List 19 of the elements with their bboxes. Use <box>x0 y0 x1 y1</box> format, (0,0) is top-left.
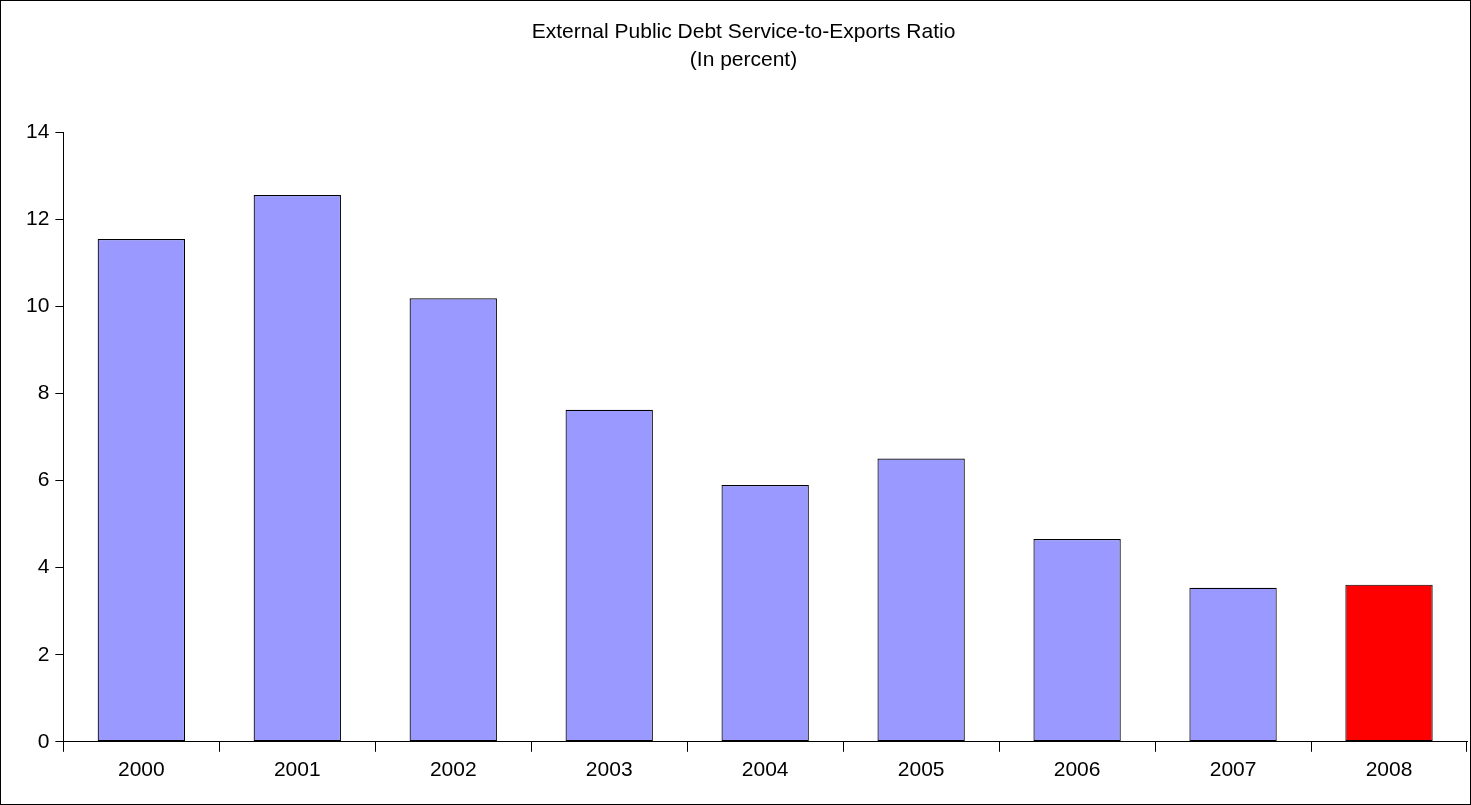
y-tick-label: 0 <box>37 728 50 752</box>
y-tick-label: 6 <box>37 467 50 491</box>
x-tick-label: 2000 <box>117 757 165 781</box>
y-tick-label: 8 <box>37 380 50 404</box>
x-tick-label: 2003 <box>585 757 633 781</box>
y-tick-label: 2 <box>37 641 50 665</box>
y-tick-label: 4 <box>37 554 50 578</box>
x-tick-label: 2008 <box>1365 757 1413 781</box>
x-tick-label: 2001 <box>273 757 321 781</box>
x-tick-label: 2005 <box>897 757 945 781</box>
x-tick-label: 2004 <box>741 757 789 781</box>
x-tick-label: 2002 <box>429 757 477 781</box>
y-tick-label: 12 <box>26 206 50 230</box>
y-tick-label: 14 <box>26 119 50 143</box>
chart-title: External Public Debt Service-to-Exports Ratio <box>531 19 956 43</box>
chart-subtitle: (In percent) <box>689 46 798 70</box>
y-tick-label: 10 <box>26 293 50 317</box>
x-tick-label: 2006 <box>1053 757 1101 781</box>
x-tick-label: 2007 <box>1209 757 1257 781</box>
